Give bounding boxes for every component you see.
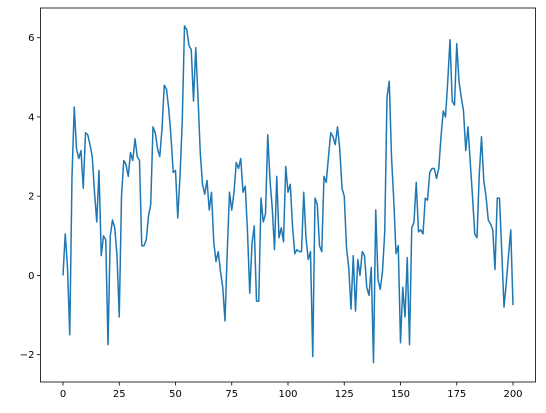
x-tick-label: 50 <box>169 389 182 400</box>
x-tick-label: 200 <box>503 389 522 400</box>
data-line <box>62 25 514 364</box>
x-tick-label: 0 <box>60 389 66 400</box>
x-tick-label: 100 <box>278 389 297 400</box>
axes-frame <box>40 7 536 383</box>
y-tick-label: 0 <box>28 271 34 282</box>
y-tick-label: −2 <box>20 350 35 361</box>
x-tick-label: 125 <box>335 389 354 400</box>
x-tick-label: 75 <box>225 389 238 400</box>
x-tick-label: 25 <box>113 389 126 400</box>
y-tick-label: 4 <box>28 112 34 123</box>
y-tick-label: 6 <box>28 33 34 44</box>
x-tick-label: 175 <box>447 389 466 400</box>
x-tick-label: 150 <box>391 389 410 400</box>
y-tick-label: 2 <box>28 192 34 203</box>
